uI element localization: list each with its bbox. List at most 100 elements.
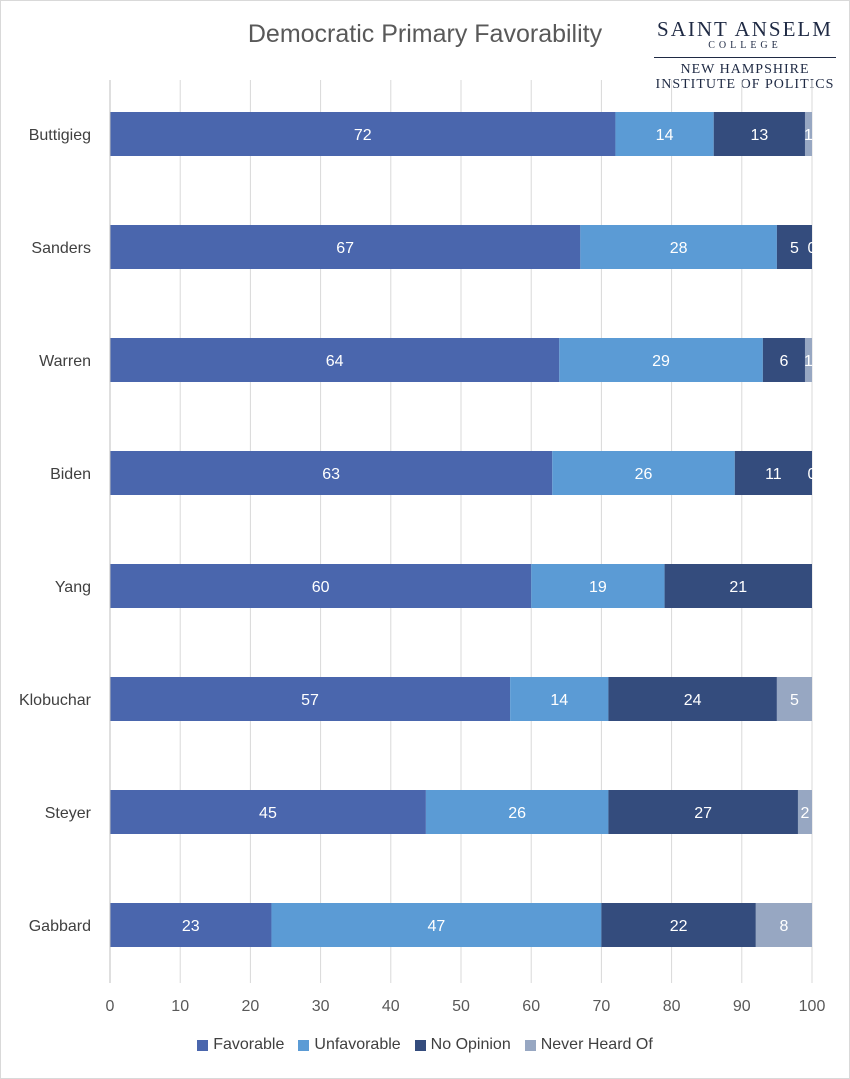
bar-segment: [755, 903, 812, 947]
legend-item: Favorable: [197, 1036, 284, 1054]
logo-line-new-hampshire: NEW HAMPSHIRE: [680, 62, 810, 77]
chart-legend: Favorable Unfavorable No Opinion Never Hear…: [0, 1036, 850, 1054]
bar-segment: [804, 338, 812, 382]
bar-segment: [110, 451, 553, 495]
data-label: 14: [550, 692, 568, 709]
data-label: 47: [428, 918, 446, 935]
bar-segment: [713, 112, 805, 156]
bar-segment: [804, 112, 812, 156]
x-tick-label: 40: [382, 998, 400, 1015]
data-label: 5: [790, 240, 799, 257]
chart-title: Democratic Primary Favorability: [247, 20, 603, 48]
bar-segment: [776, 225, 812, 269]
x-tick-label: 50: [452, 998, 470, 1015]
bar-segment: [580, 225, 777, 269]
bar-segment: [601, 903, 756, 947]
bar-segment: [531, 564, 665, 608]
data-label: 29: [652, 353, 670, 370]
legend-label: No Opinion: [430, 1036, 511, 1053]
x-tick-label: 20: [242, 998, 260, 1015]
logo-divider: [654, 57, 836, 58]
bar-segment: [425, 790, 609, 834]
legend-swatch: [197, 1039, 209, 1051]
x-tick-label: 30: [312, 998, 330, 1015]
data-label: 45: [259, 805, 277, 822]
bar-segment: [776, 677, 812, 721]
category-label: Steyer: [45, 805, 92, 822]
bar-segment: [110, 564, 532, 608]
data-label: 26: [635, 466, 653, 483]
category-label: Biden: [50, 466, 91, 483]
bar-segment: [608, 677, 777, 721]
data-label: 0: [808, 240, 817, 257]
bar-segment: [608, 790, 798, 834]
legend-label: Favorable: [213, 1036, 285, 1053]
category-label: Sanders: [31, 240, 91, 257]
bar-segment: [110, 790, 426, 834]
x-tick-label: 80: [663, 998, 681, 1015]
bar-segment: [110, 225, 581, 269]
x-tick-label: 100: [799, 998, 826, 1015]
data-label: 23: [182, 918, 200, 935]
data-label: 63: [322, 466, 340, 483]
x-tick-label: 10: [171, 998, 189, 1015]
data-label: 13: [750, 127, 768, 144]
data-label: 60: [312, 579, 330, 596]
bar-segment: [110, 112, 616, 156]
bar-segment: [734, 451, 812, 495]
data-label: 24: [684, 692, 702, 709]
legend-label: Never Heard Of: [540, 1036, 653, 1053]
data-label: 21: [729, 579, 747, 596]
legend-swatch: [414, 1039, 426, 1051]
legend-label: Unfavorable: [314, 1036, 401, 1053]
data-label: 1: [804, 127, 813, 144]
category-label: Klobuchar: [19, 692, 92, 709]
bar-segment: [664, 564, 812, 608]
bar-segment: [552, 451, 735, 495]
data-label: 0: [808, 466, 817, 483]
data-label: 72: [354, 127, 372, 144]
bar-segment: [110, 903, 272, 947]
data-label: 64: [326, 353, 344, 370]
data-label: 28: [670, 240, 688, 257]
logo-line-college: COLLEGE: [708, 40, 782, 51]
logo-line-saint-anselm: SAINT ANSELM: [657, 17, 833, 41]
bar-segment: [510, 677, 609, 721]
category-label: Yang: [55, 579, 91, 596]
category-label: Buttigieg: [29, 127, 91, 144]
data-label: 27: [694, 805, 712, 822]
data-label: 67: [336, 240, 354, 257]
saint-anselm-logo: SAINT ANSELM COLLEGE NEW HAMPSHIRE INSTI…: [654, 18, 836, 92]
data-label: 11: [765, 466, 782, 483]
bar-segment: [271, 903, 602, 947]
category-label: Gabbard: [29, 918, 91, 935]
legend-swatch: [524, 1039, 536, 1051]
x-tick-label: 60: [522, 998, 540, 1015]
category-label: Warren: [39, 353, 91, 370]
data-label: 22: [670, 918, 688, 935]
legend-item: No Opinion: [414, 1036, 511, 1054]
x-tick-label: 70: [593, 998, 611, 1015]
bar-segment: [559, 338, 763, 382]
data-label: 5: [790, 692, 799, 709]
bar-segment: [110, 677, 511, 721]
legend-item: Never Heard Of: [524, 1036, 653, 1054]
data-label: 8: [779, 918, 788, 935]
legend-item: Unfavorable: [298, 1036, 401, 1054]
data-label: 2: [801, 805, 810, 822]
logo-line-institute: INSTITUTE OF POLITICS: [655, 77, 835, 92]
data-label: 14: [656, 127, 674, 144]
data-label: 26: [508, 805, 526, 822]
bar-segment: [110, 338, 560, 382]
data-label: 6: [779, 353, 788, 370]
data-label: 19: [589, 579, 607, 596]
x-tick-label: 90: [733, 998, 751, 1015]
legend-swatch: [298, 1039, 310, 1051]
bar-segment: [762, 338, 805, 382]
x-tick-label: 0: [106, 998, 115, 1015]
bar-segment: [797, 790, 812, 834]
bar-segment: [615, 112, 714, 156]
data-label: 57: [301, 692, 319, 709]
data-label: 1: [804, 353, 813, 370]
